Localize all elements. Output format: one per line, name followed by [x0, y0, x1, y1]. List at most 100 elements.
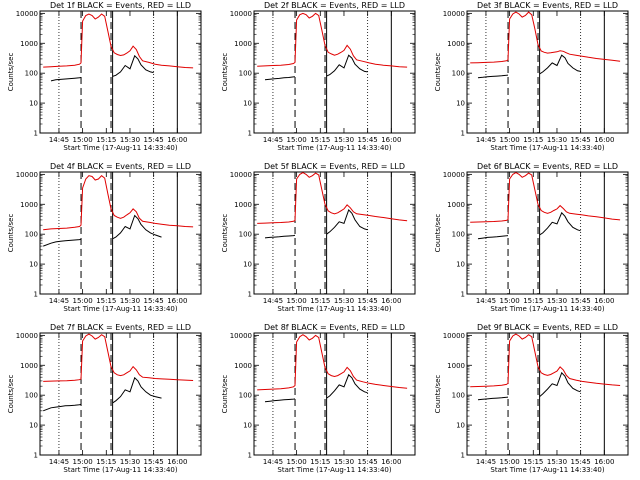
y-tick-label: 1: [248, 130, 252, 138]
x-axis-label: Start Time (17-Aug-11 14:33:40): [63, 144, 177, 152]
series-lld-line: [470, 172, 621, 223]
x-tick-label: 15:45: [358, 136, 378, 144]
y-tick-label: 10: [243, 261, 252, 269]
y-tick-label: 1000: [447, 362, 465, 370]
series-events-line: [477, 74, 509, 79]
y-tick-label: 10: [456, 422, 465, 430]
panel-title: Det 3f BLACK = Events, RED = LLD: [477, 1, 618, 10]
x-tick-label: 15:00: [73, 136, 93, 144]
x-tick-label: 15:30: [547, 297, 567, 305]
series-lld-line: [257, 12, 408, 68]
series-events-line: [477, 396, 509, 401]
x-tick-label: 16:00: [167, 297, 187, 305]
y-axis-label: Counts/sec: [7, 375, 15, 414]
y-tick-label: 1000: [234, 362, 252, 370]
x-tick-label: 16:00: [381, 458, 401, 466]
x-tick-label: 15:30: [120, 458, 140, 466]
series-events-line: [539, 371, 581, 397]
plot-frame: [466, 332, 629, 456]
x-tick-label: 15:45: [144, 136, 164, 144]
panel-det-3: Det 3f BLACK = Events, RED = LLD 1 10 100 10…: [434, 1, 629, 152]
plot-frame: [39, 332, 202, 456]
x-tick-label: 15:00: [287, 297, 307, 305]
x-tick-label: 15:15: [310, 458, 330, 466]
x-tick-label: 15:15: [523, 297, 543, 305]
y-tick-label: 10000: [16, 171, 38, 179]
x-tick-label: 16:00: [594, 297, 614, 305]
x-tick-label: 16:00: [594, 458, 614, 466]
y-tick-label: 1000: [234, 40, 252, 48]
panel-title: Det 7f BLACK = Events, RED = LLD: [50, 323, 191, 332]
x-tick-label: 15:00: [287, 458, 307, 466]
panel-title: Det 9f BLACK = Events, RED = LLD: [477, 323, 618, 332]
panel-det-5: Det 5f BLACK = Events, RED = LLD 1 10 100 10…: [221, 162, 416, 313]
plot-frame: [253, 332, 416, 456]
series-events-line: [539, 211, 581, 236]
y-axis-label: Counts/sec: [434, 214, 442, 253]
y-tick-label: 10: [29, 261, 38, 269]
x-tick-label: 15:00: [500, 136, 520, 144]
y-tick-label: 100: [25, 231, 38, 239]
series-events-line: [326, 208, 368, 235]
y-tick-label: 10: [29, 100, 38, 108]
panel-det-2: Det 2f BLACK = Events, RED = LLD 1 10 100 10…: [221, 1, 416, 152]
x-tick-label: 16:00: [167, 136, 187, 144]
y-tick-label: 100: [239, 392, 252, 400]
x-axis-label: Start Time (17-Aug-11 14:33:40): [63, 466, 177, 474]
series-events-line: [43, 238, 82, 247]
series-events-line: [477, 235, 509, 240]
y-axis-label: Counts/sec: [221, 375, 229, 414]
series-lld-line: [470, 11, 621, 64]
y-tick-label: 10000: [443, 332, 465, 340]
x-tick-label: 14:45: [49, 297, 69, 305]
x-axis-label: Start Time (17-Aug-11 14:33:40): [490, 144, 604, 152]
x-tick-label: 15:00: [500, 458, 520, 466]
plot-frame: [39, 171, 202, 295]
x-tick-label: 16:00: [381, 297, 401, 305]
series-events-line: [264, 398, 296, 403]
series-events-line: [326, 373, 368, 399]
series-lld-line: [257, 172, 408, 224]
series-events-line: [112, 376, 162, 404]
x-tick-label: 15:15: [96, 136, 116, 144]
x-tick-label: 14:45: [263, 136, 283, 144]
y-tick-label: 1: [248, 291, 252, 299]
x-tick-label: 15:30: [334, 297, 354, 305]
x-tick-label: 15:30: [334, 136, 354, 144]
panel-title: Det 6f BLACK = Events, RED = LLD: [477, 162, 618, 171]
x-tick-label: 15:15: [96, 458, 116, 466]
x-tick-label: 15:45: [571, 458, 591, 466]
plot-frame: [466, 10, 629, 134]
y-tick-label: 1000: [447, 40, 465, 48]
y-tick-label: 1000: [20, 201, 38, 209]
y-tick-label: 10000: [230, 10, 252, 18]
x-tick-label: 15:45: [358, 297, 378, 305]
y-axis-label: Counts/sec: [7, 53, 15, 92]
x-tick-label: 15:00: [500, 297, 520, 305]
y-tick-label: 10: [456, 261, 465, 269]
x-tick-label: 16:00: [381, 136, 401, 144]
y-tick-label: 1: [461, 130, 465, 138]
y-tick-label: 1000: [234, 201, 252, 209]
x-tick-label: 15:15: [523, 458, 543, 466]
x-tick-label: 14:45: [476, 136, 496, 144]
y-axis-label: Counts/sec: [221, 53, 229, 92]
series-lld-line: [43, 333, 194, 382]
x-tick-label: 15:45: [144, 297, 164, 305]
y-tick-label: 10: [243, 422, 252, 430]
x-tick-label: 15:45: [358, 458, 378, 466]
panel-det-4: Det 4f BLACK = Events, RED = LLD 1 10 100 10…: [7, 162, 202, 313]
y-tick-label: 1: [34, 130, 38, 138]
x-tick-label: 15:30: [547, 136, 567, 144]
y-axis-label: Counts/sec: [434, 53, 442, 92]
y-tick-label: 10000: [230, 332, 252, 340]
y-axis-label: Counts/sec: [434, 375, 442, 414]
panel-det-7: Det 7f BLACK = Events, RED = LLD 1 10 100 10…: [7, 323, 202, 474]
panel-title: Det 8f BLACK = Events, RED = LLD: [264, 323, 405, 332]
y-tick-label: 100: [452, 231, 465, 239]
y-axis-label: Counts/sec: [221, 214, 229, 253]
y-tick-label: 10: [456, 100, 465, 108]
x-axis-label: Start Time (17-Aug-11 14:33:40): [277, 144, 391, 152]
plot-frame: [466, 171, 629, 295]
x-tick-label: 15:30: [334, 458, 354, 466]
